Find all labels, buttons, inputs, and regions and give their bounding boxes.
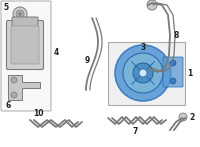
Circle shape — [11, 92, 17, 98]
FancyBboxPatch shape — [163, 57, 183, 87]
FancyBboxPatch shape — [1, 1, 51, 111]
FancyBboxPatch shape — [7, 20, 44, 70]
Text: 2: 2 — [189, 113, 195, 122]
Text: 8: 8 — [173, 30, 179, 40]
Circle shape — [133, 63, 153, 83]
Text: 7: 7 — [132, 127, 138, 137]
Text: 1: 1 — [187, 69, 193, 77]
FancyBboxPatch shape — [12, 17, 38, 27]
FancyBboxPatch shape — [108, 42, 185, 105]
Circle shape — [13, 7, 27, 21]
Circle shape — [19, 12, 22, 15]
Polygon shape — [8, 75, 40, 100]
Circle shape — [115, 45, 171, 101]
Text: 3: 3 — [140, 42, 146, 51]
Circle shape — [139, 69, 147, 77]
Text: 5: 5 — [3, 2, 9, 11]
Text: 9: 9 — [84, 56, 90, 65]
Text: 6: 6 — [5, 101, 11, 110]
Text: 4: 4 — [53, 47, 59, 56]
Circle shape — [179, 113, 187, 121]
Circle shape — [146, 66, 154, 74]
Circle shape — [123, 53, 163, 93]
Circle shape — [170, 78, 176, 84]
FancyBboxPatch shape — [11, 26, 39, 64]
Circle shape — [147, 0, 157, 10]
Circle shape — [16, 10, 24, 18]
Circle shape — [11, 77, 17, 83]
Text: 10: 10 — [33, 108, 43, 117]
Circle shape — [170, 60, 176, 66]
